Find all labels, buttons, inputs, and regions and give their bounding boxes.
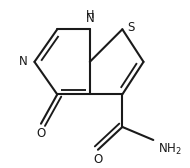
Text: O: O bbox=[93, 153, 103, 166]
Text: N: N bbox=[19, 55, 28, 68]
Text: O: O bbox=[36, 127, 46, 140]
Text: S: S bbox=[127, 21, 135, 34]
Text: N: N bbox=[86, 12, 94, 25]
Text: H: H bbox=[86, 10, 94, 20]
Text: NH$_2$: NH$_2$ bbox=[158, 142, 182, 157]
